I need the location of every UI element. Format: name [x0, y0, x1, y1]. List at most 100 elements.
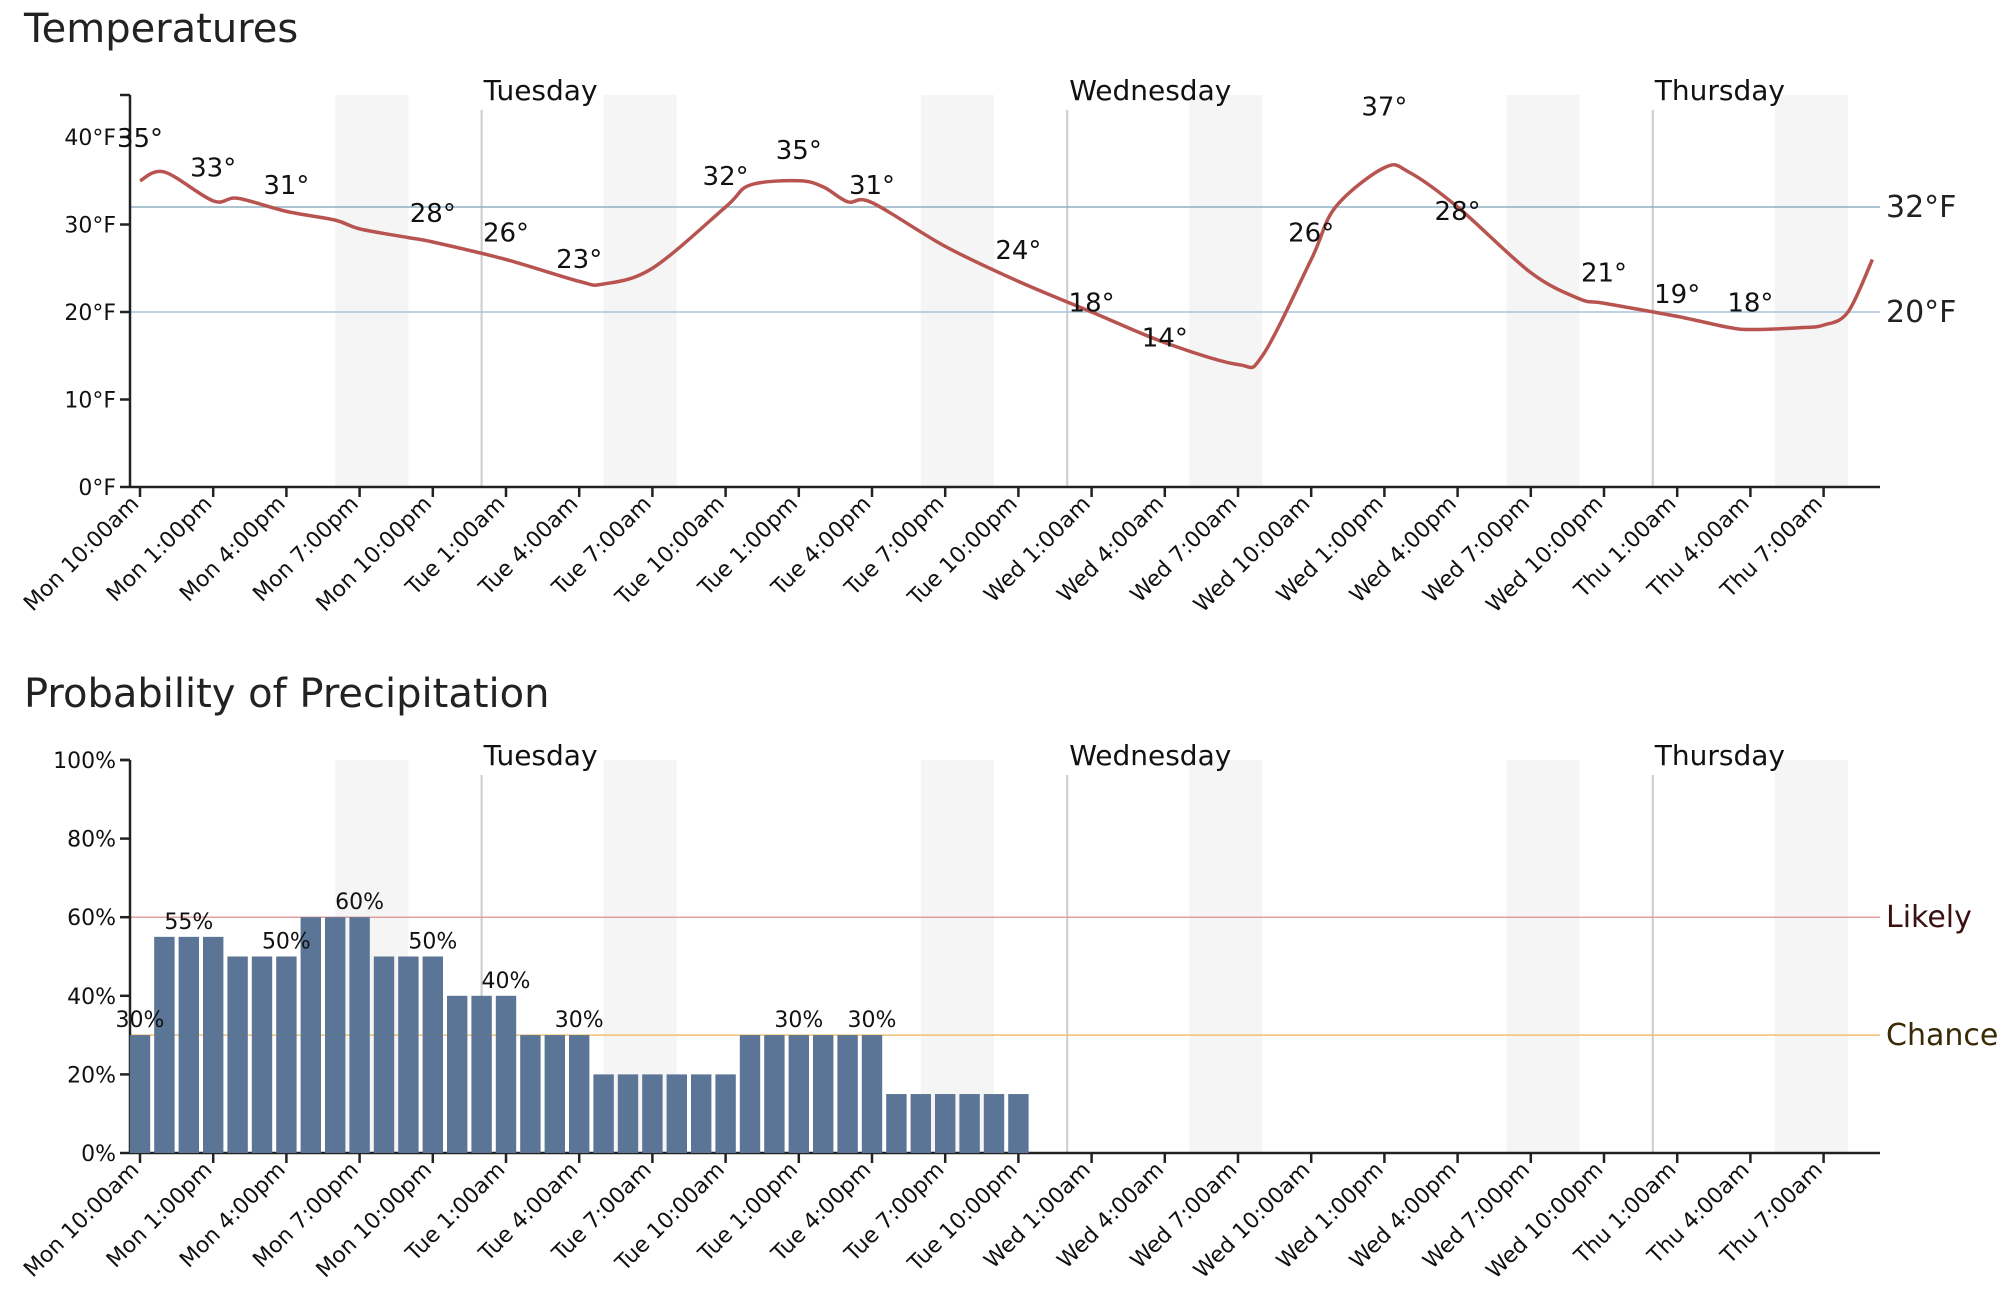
precipitation-bar	[861, 1035, 883, 1153]
y-tick-label: 20°F	[64, 301, 116, 326]
temperature-line	[139, 162, 1874, 370]
precipitation-bar	[300, 917, 321, 1153]
precipitation-data-label: 30%	[774, 1008, 823, 1033]
night-shade-band	[1774, 760, 1848, 1153]
temperature-data-label: 21°	[1581, 258, 1627, 288]
precipitation-bar	[520, 1035, 541, 1153]
temperatures-title: Temperatures	[24, 6, 299, 52]
day-label: Thursday	[1654, 74, 1785, 107]
day-label: Tuesday	[483, 739, 598, 772]
precipitation-bar	[886, 1094, 907, 1153]
precipitation-bar	[959, 1094, 980, 1153]
temperature-data-label: 18°	[1727, 289, 1773, 319]
precipitation-bar	[569, 1035, 590, 1153]
temperature-data-label: 19°	[1654, 280, 1700, 310]
day-label: Thursday	[1654, 739, 1785, 772]
temperature-data-label: 28°	[1435, 197, 1481, 227]
y-tick-label: 100%	[53, 749, 116, 774]
y-tick-label: 80%	[67, 828, 116, 853]
y-tick-label: 0°F	[78, 476, 116, 501]
precipitation-data-label: 50%	[408, 930, 457, 955]
day-label: Wednesday	[1069, 739, 1231, 772]
night-shade-band	[920, 95, 994, 487]
precipitation-bar	[666, 1074, 687, 1153]
precipitation-bar	[422, 956, 443, 1153]
temperature-data-label: 28°	[410, 199, 456, 229]
precipitation-bar	[447, 995, 468, 1153]
night-shade-band	[1506, 760, 1580, 1153]
temperature-data-label: 32°	[703, 162, 749, 192]
precipitation-data-label: 30%	[555, 1008, 604, 1033]
precipitation-bar	[471, 995, 492, 1153]
night-shade-band	[335, 760, 409, 1153]
temperature-data-label: 31°	[263, 171, 309, 201]
precipitation-bar	[203, 936, 224, 1153]
y-tick-label: 30°F	[64, 214, 116, 239]
night-shade-band	[603, 95, 677, 487]
y-tick-label: 40°F	[64, 126, 116, 151]
night-shade-band	[1506, 95, 1580, 487]
y-tick-label: 10°F	[64, 389, 116, 414]
temperature-data-label: 18°	[1069, 289, 1115, 319]
temperature-data-label: 26°	[483, 219, 529, 249]
y-tick-label: 0%	[81, 1142, 116, 1167]
y-tick-label: 40%	[67, 985, 116, 1010]
precipitation-data-label: 30%	[116, 1008, 165, 1033]
temperature-data-label: 24°	[995, 236, 1041, 266]
night-shade-band	[1189, 95, 1263, 487]
reference-label: 20°F	[1886, 295, 1956, 330]
reference-label: Likely	[1886, 900, 1972, 935]
precipitation-bar	[910, 1094, 931, 1153]
precipitation-data-label: 50%	[262, 930, 311, 955]
precipitation-bar	[617, 1074, 639, 1153]
precipitation-bar	[398, 956, 419, 1153]
night-shade-band	[335, 95, 409, 487]
precipitation-data-label: 40%	[482, 969, 531, 994]
temperature-data-label: 31°	[849, 171, 895, 201]
precipitation-bar	[715, 1074, 736, 1153]
temperature-data-label: 35°	[776, 136, 822, 166]
temperature-data-label: 35°	[117, 124, 163, 154]
precipitation-bar	[544, 1035, 565, 1153]
precipitation-bar	[764, 1035, 785, 1153]
precipitation-bar	[642, 1074, 663, 1153]
precipitation-data-label: 55%	[164, 910, 213, 935]
y-tick-label: 20%	[67, 1063, 116, 1088]
precipitation-bar	[837, 1035, 858, 1153]
precipitation-bar	[154, 936, 175, 1153]
precipitation-bar	[788, 1035, 809, 1153]
precipitation-bar	[129, 1035, 151, 1153]
night-shade-band	[603, 760, 677, 1153]
night-shade-band	[920, 760, 994, 1153]
precipitation-bar	[325, 917, 346, 1153]
temperature-data-label: 26°	[1288, 219, 1334, 249]
precipitation-bar	[495, 995, 517, 1153]
temperature-data-label: 23°	[556, 245, 602, 275]
precipitation-bar	[813, 1035, 834, 1153]
precipitation-bar	[691, 1074, 712, 1153]
reference-label: Chance	[1886, 1018, 1998, 1053]
precipitation-data-label: 60%	[335, 890, 384, 915]
precipitation-title: Probability of Precipitation	[24, 671, 550, 717]
day-label: Tuesday	[483, 74, 598, 107]
precipitation-bar	[349, 917, 370, 1153]
y-tick-label: 60%	[67, 906, 116, 931]
night-shade-band	[1774, 95, 1848, 487]
precipitation-bar	[251, 956, 273, 1153]
precipitation-data-label: 30%	[848, 1008, 897, 1033]
night-shade-band	[1189, 760, 1263, 1153]
reference-label: 32°F	[1886, 190, 1956, 225]
precipitation-bar	[935, 1094, 956, 1153]
temperature-data-label: 37°	[1361, 92, 1407, 122]
day-label: Wednesday	[1069, 74, 1231, 107]
precipitation-bar	[983, 1094, 1005, 1153]
precipitation-bar	[1008, 1094, 1029, 1153]
precipitation-bar	[227, 956, 248, 1153]
precipitation-bar	[276, 956, 297, 1153]
temperature-chart: Tuesday Wednesday Thursday 32°F 20°F 0°F 10°F 2…	[19, 74, 1956, 618]
precipitation-bar	[373, 956, 395, 1153]
temperature-data-label: 14°	[1142, 324, 1188, 354]
precipitation-bar	[739, 1035, 761, 1153]
precipitation-bar	[178, 936, 199, 1153]
